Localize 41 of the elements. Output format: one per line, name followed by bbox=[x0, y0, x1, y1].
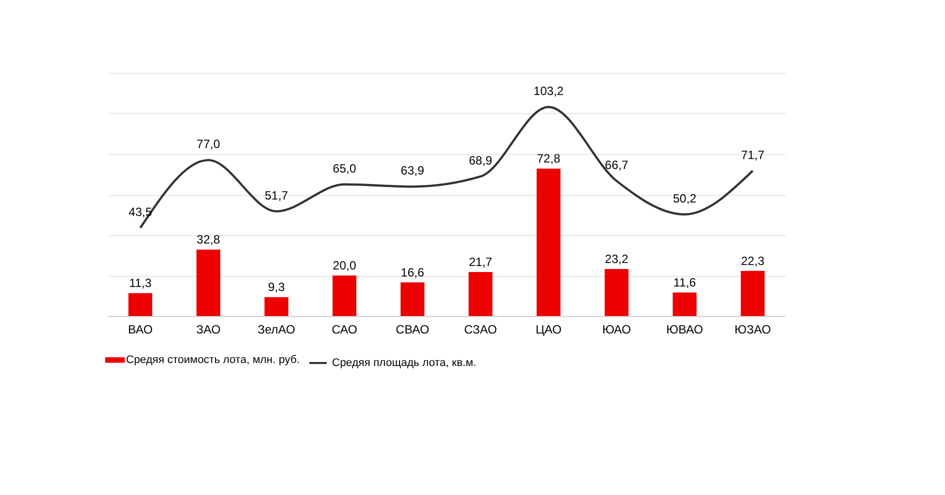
bar bbox=[740, 270, 765, 316]
bar bbox=[604, 269, 629, 316]
bar bbox=[332, 276, 356, 316]
data-label: 68,9 bbox=[468, 153, 493, 168]
data-label: 51,7 bbox=[264, 188, 288, 202]
x-tick-label: СЗАО bbox=[464, 322, 497, 336]
legend-label: Средяя площадь лота, кв.м. bbox=[332, 357, 476, 369]
bar bbox=[128, 293, 152, 316]
data-label: 21,7 bbox=[468, 255, 493, 270]
legend-label: Средяя стоимость лота, млн. руб. bbox=[126, 354, 300, 366]
data-label: 20,0 bbox=[332, 258, 356, 272]
data-label: 72,8 bbox=[536, 152, 561, 166]
data-label: 16,6 bbox=[400, 265, 424, 280]
data-label: 50,2 bbox=[672, 191, 697, 206]
x-tick-label: ЦАО bbox=[536, 322, 562, 336]
data-label: 71,7 bbox=[741, 148, 765, 162]
data-label: 65,0 bbox=[332, 161, 356, 176]
data-label: 103,2 bbox=[534, 84, 564, 98]
bar bbox=[672, 292, 697, 316]
data-label: 63,9 bbox=[400, 164, 424, 178]
data-label: 22,3 bbox=[741, 254, 765, 268]
x-tick-label: ЮВАО bbox=[666, 322, 704, 336]
data-label: 11,6 bbox=[673, 276, 696, 290]
x-tick-label: СВАО bbox=[396, 322, 430, 336]
x-tick-label: ЮАО bbox=[602, 322, 632, 336]
data-label: 32,8 bbox=[196, 232, 220, 247]
x-tick-label: САО bbox=[332, 322, 358, 336]
bar bbox=[400, 282, 424, 316]
data-label: 11,3 bbox=[129, 276, 152, 290]
x-tick-label: ЮЗАО bbox=[734, 322, 771, 336]
data-label: 66,7 bbox=[604, 158, 629, 172]
data-label: 23,2 bbox=[604, 252, 629, 266]
data-label: 77,0 bbox=[196, 137, 220, 152]
data-label: 9,3 bbox=[268, 280, 286, 294]
x-tick-label: ВАО bbox=[128, 322, 153, 336]
bar bbox=[264, 297, 288, 316]
bar bbox=[536, 168, 560, 316]
bar bbox=[468, 272, 492, 316]
bar bbox=[196, 250, 220, 316]
x-tick-label: ЗелАО bbox=[258, 322, 296, 336]
x-tick-label: ЗАО bbox=[196, 322, 221, 336]
